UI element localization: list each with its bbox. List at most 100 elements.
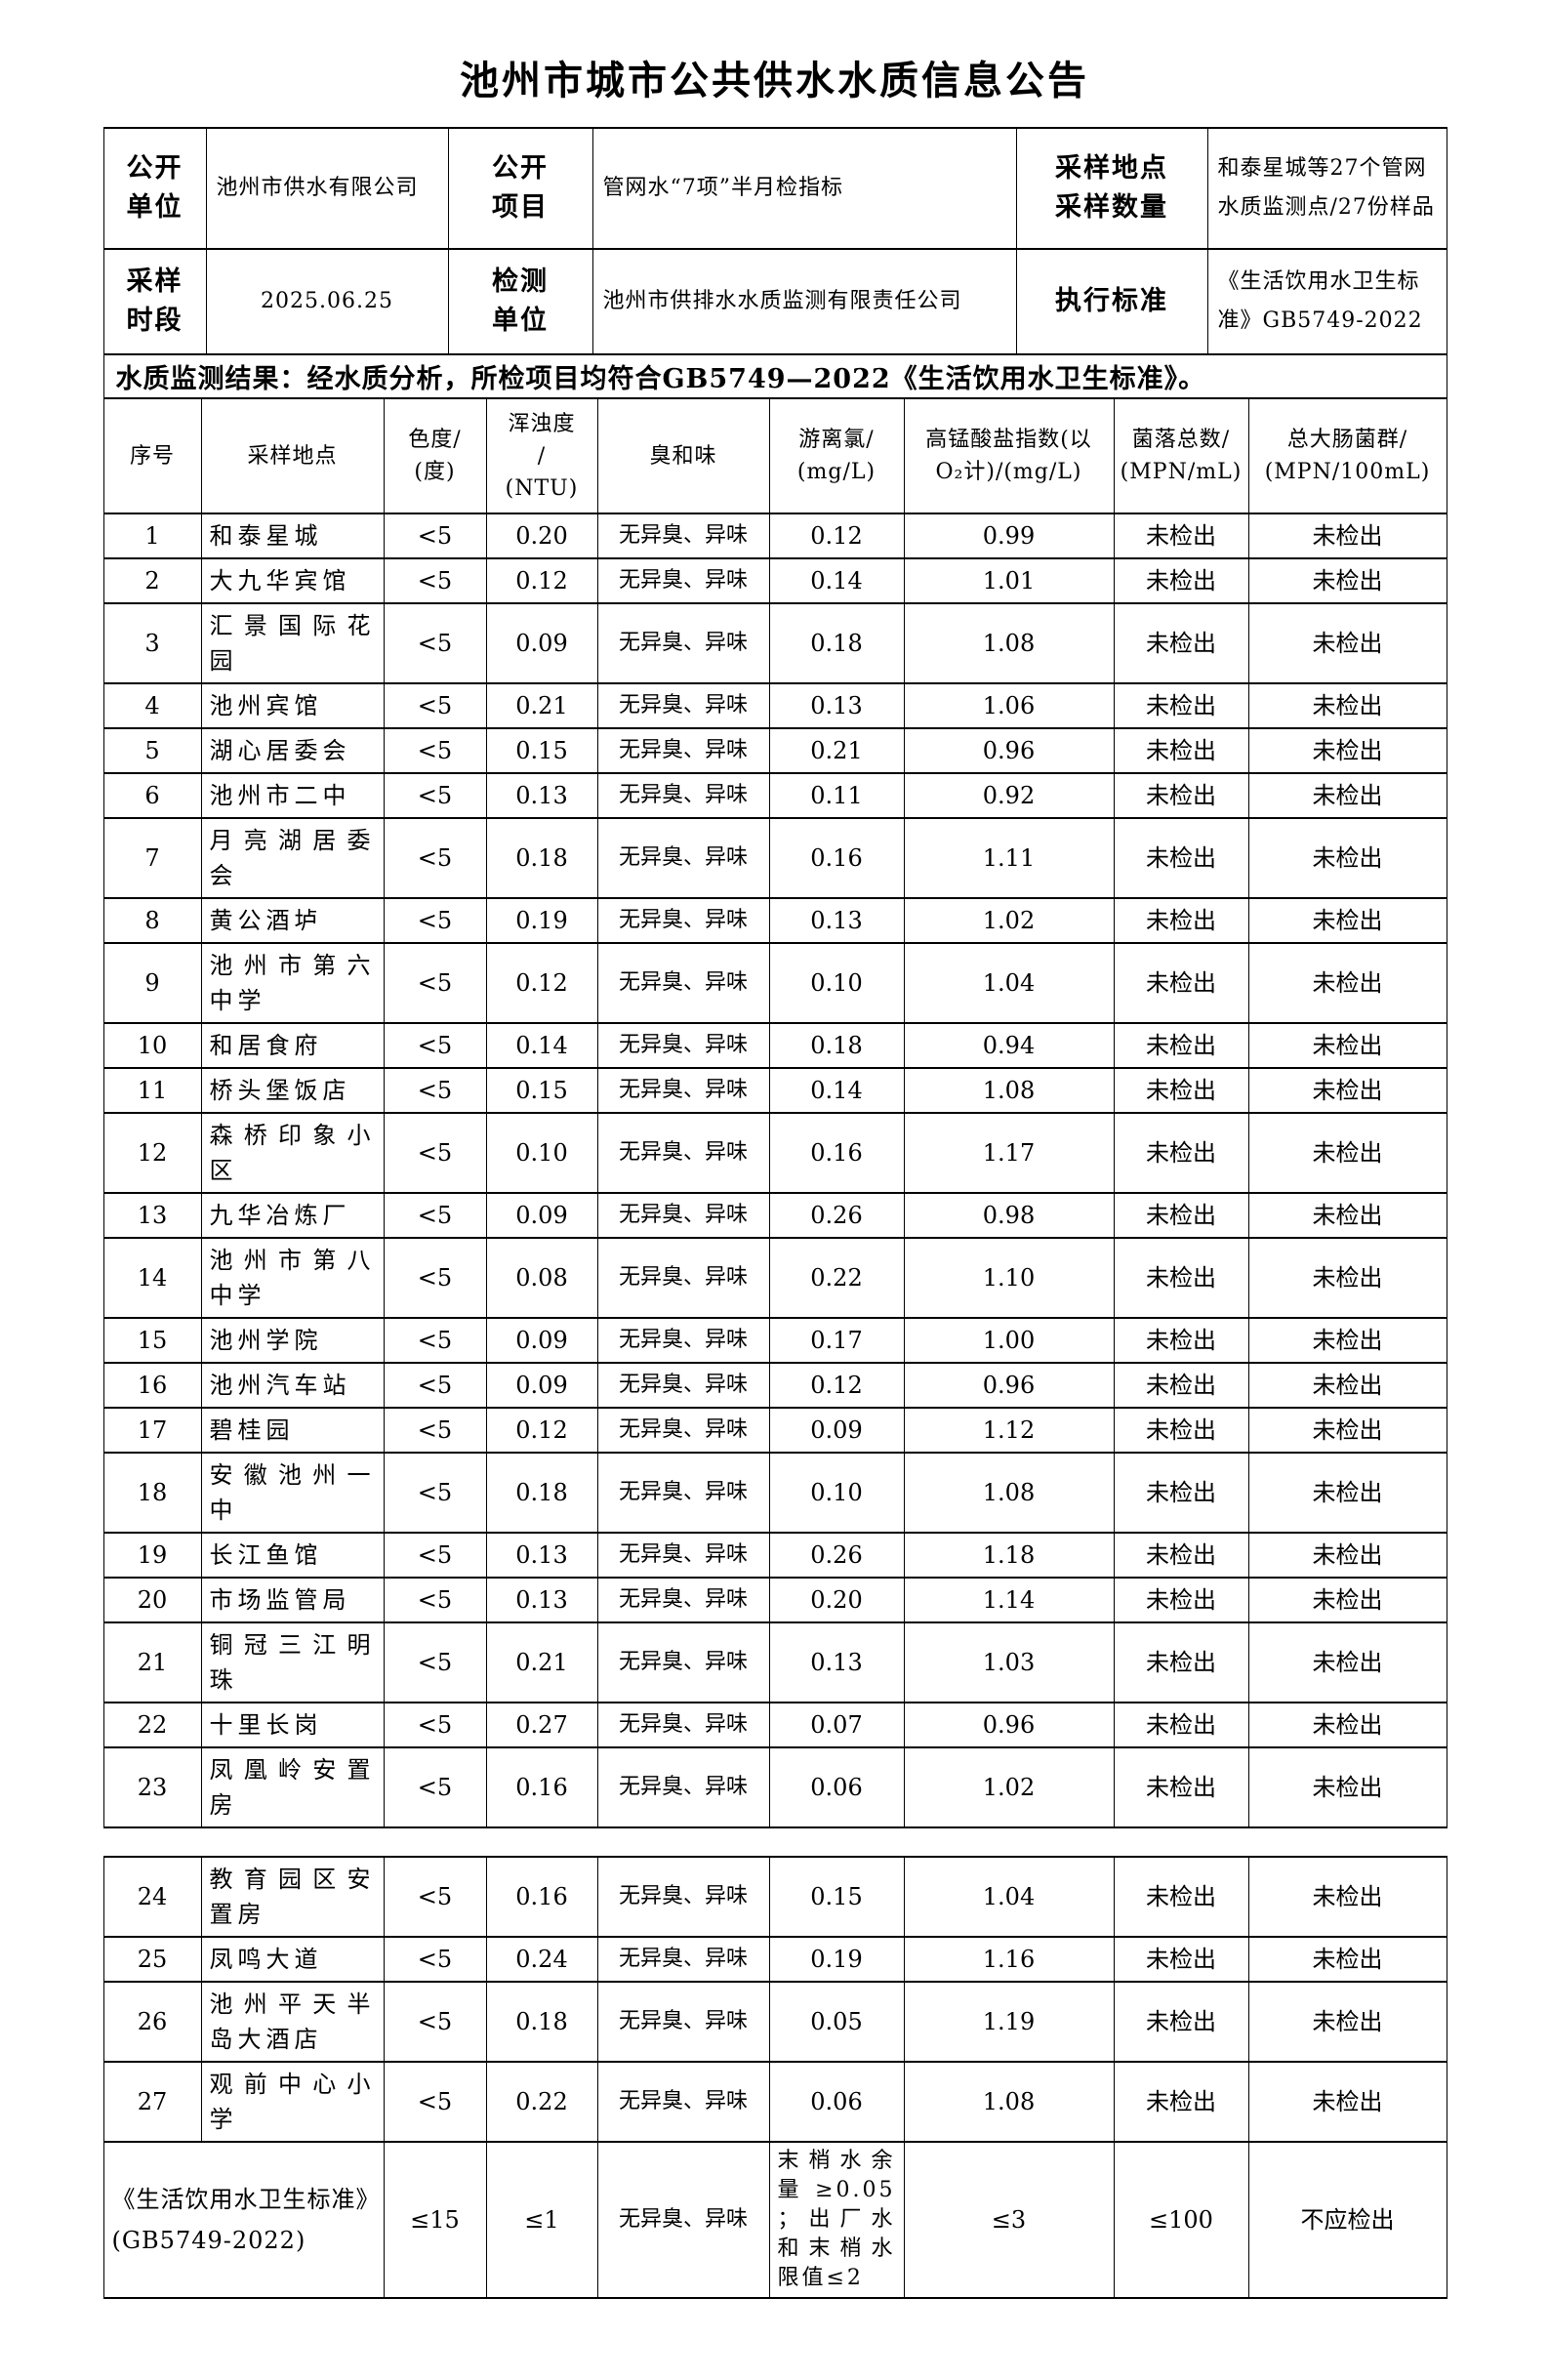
cell-odor: 无异臭、异味 [596, 1621, 770, 1703]
cell-colony: 未检出 [1113, 1702, 1249, 1748]
table-row: 24 教育园区安置房 <5 0.16 无异臭、异味 0.15 1.04 未检出 … [102, 1856, 1447, 1938]
cell-color: <5 [383, 1577, 487, 1623]
cell-odor: 无异臭、异味 [596, 1577, 770, 1623]
cell-location: 湖心居委会 [200, 727, 385, 774]
cell-colony: 未检出 [1113, 1981, 1249, 2063]
table-row: 18 安徽池州一中 <5 0.18 无异臭、异味 0.10 1.08 未检出 未… [102, 1452, 1447, 1534]
cell-coliform: 未检出 [1247, 1577, 1447, 1623]
cell-odor: 无异臭、异味 [596, 942, 770, 1024]
table-row: 6 池州市二中 <5 0.13 无异臭、异味 0.11 0.92 未检出 未检出 [102, 772, 1447, 819]
cell-colony: 未检出 [1113, 2061, 1249, 2143]
cell-color: <5 [383, 1362, 487, 1409]
cell-permanganate: 1.04 [903, 1856, 1115, 1938]
limits-colony: ≤100 [1113, 2141, 1249, 2299]
cell-permanganate: 1.08 [903, 2061, 1115, 2143]
cell-odor: 无异臭、异味 [596, 557, 770, 604]
cell-chlorine: 0.17 [768, 1317, 905, 1364]
cell-chlorine: 0.26 [768, 1192, 905, 1239]
cell-color: <5 [383, 942, 487, 1024]
cell-coliform: 未检出 [1247, 1237, 1447, 1319]
cell-colony: 未检出 [1113, 1362, 1249, 1409]
cell-turbidity: 0.21 [485, 1621, 598, 1703]
cell-turbidity: 0.15 [485, 1067, 598, 1114]
cell-permanganate: 1.11 [903, 817, 1115, 899]
col-header-turbidity: 浑浊度 / (NTU) [485, 397, 598, 514]
cell-turbidity: 0.16 [485, 1746, 598, 1828]
info-public-unit-value: 池州市供水有限公司 [205, 127, 449, 250]
cell-chlorine: 0.14 [768, 557, 905, 604]
table-row: 25 凤鸣大道 <5 0.24 无异臭、异味 0.19 1.16 未检出 未检出 [102, 1936, 1447, 1983]
cell-colony: 未检出 [1113, 1856, 1249, 1938]
cell-colony: 未检出 [1113, 1407, 1249, 1454]
info-sampling-label: 采样地点 采样数量 [1015, 127, 1208, 250]
cell-odor: 无异臭、异味 [596, 1702, 770, 1748]
cell-location: 池州学院 [200, 1317, 385, 1364]
info-public-project-label: 公开 项目 [447, 127, 593, 250]
table-row: 5 湖心居委会 <5 0.15 无异臭、异味 0.21 0.96 未检出 未检出 [102, 727, 1447, 774]
col-header-chlorine: 游离氯/ (mg/L) [768, 397, 905, 514]
cell-chlorine: 0.18 [768, 602, 905, 684]
cell-odor: 无异臭、异味 [596, 1317, 770, 1364]
cell-no: 8 [102, 897, 202, 944]
cell-permanganate: 0.99 [903, 513, 1115, 559]
cell-odor: 无异臭、异味 [596, 727, 770, 774]
col-header-location: 采样地点 [200, 397, 385, 514]
page-break-gap [103, 1828, 1447, 1858]
cell-coliform: 未检出 [1247, 1981, 1447, 2063]
cell-chlorine: 0.06 [768, 2061, 905, 2143]
cell-no: 25 [102, 1936, 202, 1983]
cell-no: 5 [102, 727, 202, 774]
cell-chlorine: 0.10 [768, 942, 905, 1024]
cell-odor: 无异臭、异味 [596, 1407, 770, 1454]
table-row: 20 市场监管局 <5 0.13 无异臭、异味 0.20 1.14 未检出 未检… [102, 1577, 1447, 1623]
cell-permanganate: 1.00 [903, 1317, 1115, 1364]
cell-no: 3 [102, 602, 202, 684]
cell-location: 铜冠三江明珠 [200, 1621, 385, 1703]
cell-location: 市场监管局 [200, 1577, 385, 1623]
cell-location: 和居食府 [200, 1022, 385, 1069]
cell-chlorine: 0.14 [768, 1067, 905, 1114]
cell-turbidity: 0.22 [485, 2061, 598, 2143]
cell-color: <5 [383, 602, 487, 684]
cell-color: <5 [383, 2061, 487, 2143]
info-testing-unit-value: 池州市供排水水质监测有限责任公司 [591, 248, 1017, 355]
info-exec-standard-value: 《生活饮用水卫生标准》GB5749-2022 [1206, 248, 1447, 355]
cell-odor: 无异臭、异味 [596, 1981, 770, 2063]
cell-colony: 未检出 [1113, 727, 1249, 774]
cell-color: <5 [383, 727, 487, 774]
cell-permanganate: 1.08 [903, 1067, 1115, 1114]
table-row: 4 池州宾馆 <5 0.21 无异臭、异味 0.13 1.06 未检出 未检出 [102, 682, 1447, 729]
cell-turbidity: 0.10 [485, 1112, 598, 1194]
cell-permanganate: 0.94 [903, 1022, 1115, 1069]
cell-colony: 未检出 [1113, 897, 1249, 944]
cell-turbidity: 0.12 [485, 1407, 598, 1454]
limits-turbidity: ≤1 [485, 2141, 598, 2299]
cell-no: 16 [102, 1362, 202, 1409]
cell-coliform: 未检出 [1247, 557, 1447, 604]
cell-odor: 无异臭、异味 [596, 1237, 770, 1319]
cell-turbidity: 0.13 [485, 1532, 598, 1579]
table-row: 12 森桥印象小区 <5 0.10 无异臭、异味 0.16 1.17 未检出 未… [102, 1112, 1447, 1194]
cell-colony: 未检出 [1113, 1621, 1249, 1703]
cell-odor: 无异臭、异味 [596, 602, 770, 684]
table-row: 26 池州平天半岛大酒店 <5 0.18 无异臭、异味 0.05 1.19 未检… [102, 1981, 1447, 2063]
cell-colony: 未检出 [1113, 1192, 1249, 1239]
col-header-no: 序号 [102, 397, 202, 514]
cell-odor: 无异臭、异味 [596, 1452, 770, 1534]
cell-odor: 无异臭、异味 [596, 1192, 770, 1239]
limits-chlorine: 末梢水余量≥0.05；出厂水和末梢水限值≤2 [768, 2141, 905, 2299]
table-row: 14 池州市第八中学 <5 0.08 无异臭、异味 0.22 1.10 未检出 … [102, 1237, 1447, 1319]
table-row: 1 和泰星城 <5 0.20 无异臭、异味 0.12 0.99 未检出 未检出 [102, 513, 1447, 559]
cell-chlorine: 0.26 [768, 1532, 905, 1579]
cell-chlorine: 0.22 [768, 1237, 905, 1319]
cell-location: 凤鸣大道 [200, 1936, 385, 1983]
cell-odor: 无异臭、异味 [596, 1362, 770, 1409]
cell-colony: 未检出 [1113, 682, 1249, 729]
col-header-odor: 臭和味 [596, 397, 770, 514]
cell-coliform: 未检出 [1247, 1192, 1447, 1239]
limits-coliform: 不应检出 [1247, 2141, 1447, 2299]
cell-coliform: 未检出 [1247, 897, 1447, 944]
cell-chlorine: 0.15 [768, 1856, 905, 1938]
cell-no: 18 [102, 1452, 202, 1534]
cell-no: 1 [102, 513, 202, 559]
